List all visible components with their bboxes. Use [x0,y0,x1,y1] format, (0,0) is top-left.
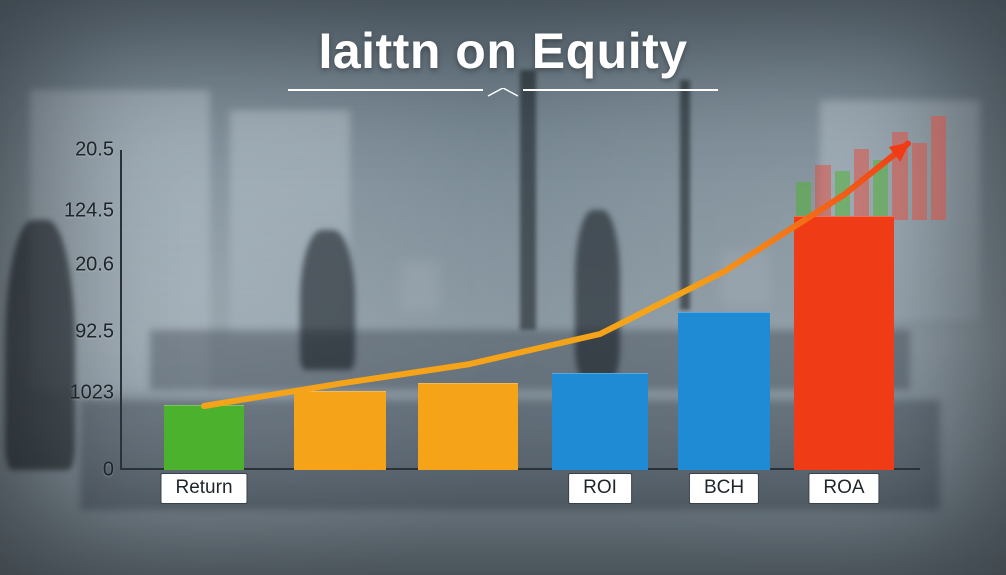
y-tick-label: 124.5 [50,199,114,222]
y-tick-label: 20.5 [50,139,114,162]
bar [794,216,894,470]
x-axis-labels: Return ROI BCH ROA [120,470,920,510]
y-axis-labels: 20.5124.520.692.510230 [50,150,114,470]
title-underline [288,88,718,98]
stage: Iaittn on Equity 20.5124.520.692.510230 … [0,0,1006,575]
x-tick-label: BCH [689,473,759,504]
bars-container [120,150,920,470]
bar [678,312,770,470]
bar [552,373,648,470]
bar [164,405,244,470]
x-tick-label: Return [160,473,247,504]
x-tick-label: ROI [568,473,632,504]
chart-title: Iaittn on Equity [0,22,1006,80]
y-tick-label: 92.5 [50,321,114,344]
y-tick-label: 0 [50,459,114,482]
x-tick-label: ROA [808,473,879,504]
bar [294,391,386,470]
y-tick-label: 1023 [50,382,114,405]
y-tick-label: 20.6 [50,254,114,277]
bar [418,383,518,470]
main-chart: 20.5124.520.692.510230 ReturnROIBCHROA [120,150,920,510]
